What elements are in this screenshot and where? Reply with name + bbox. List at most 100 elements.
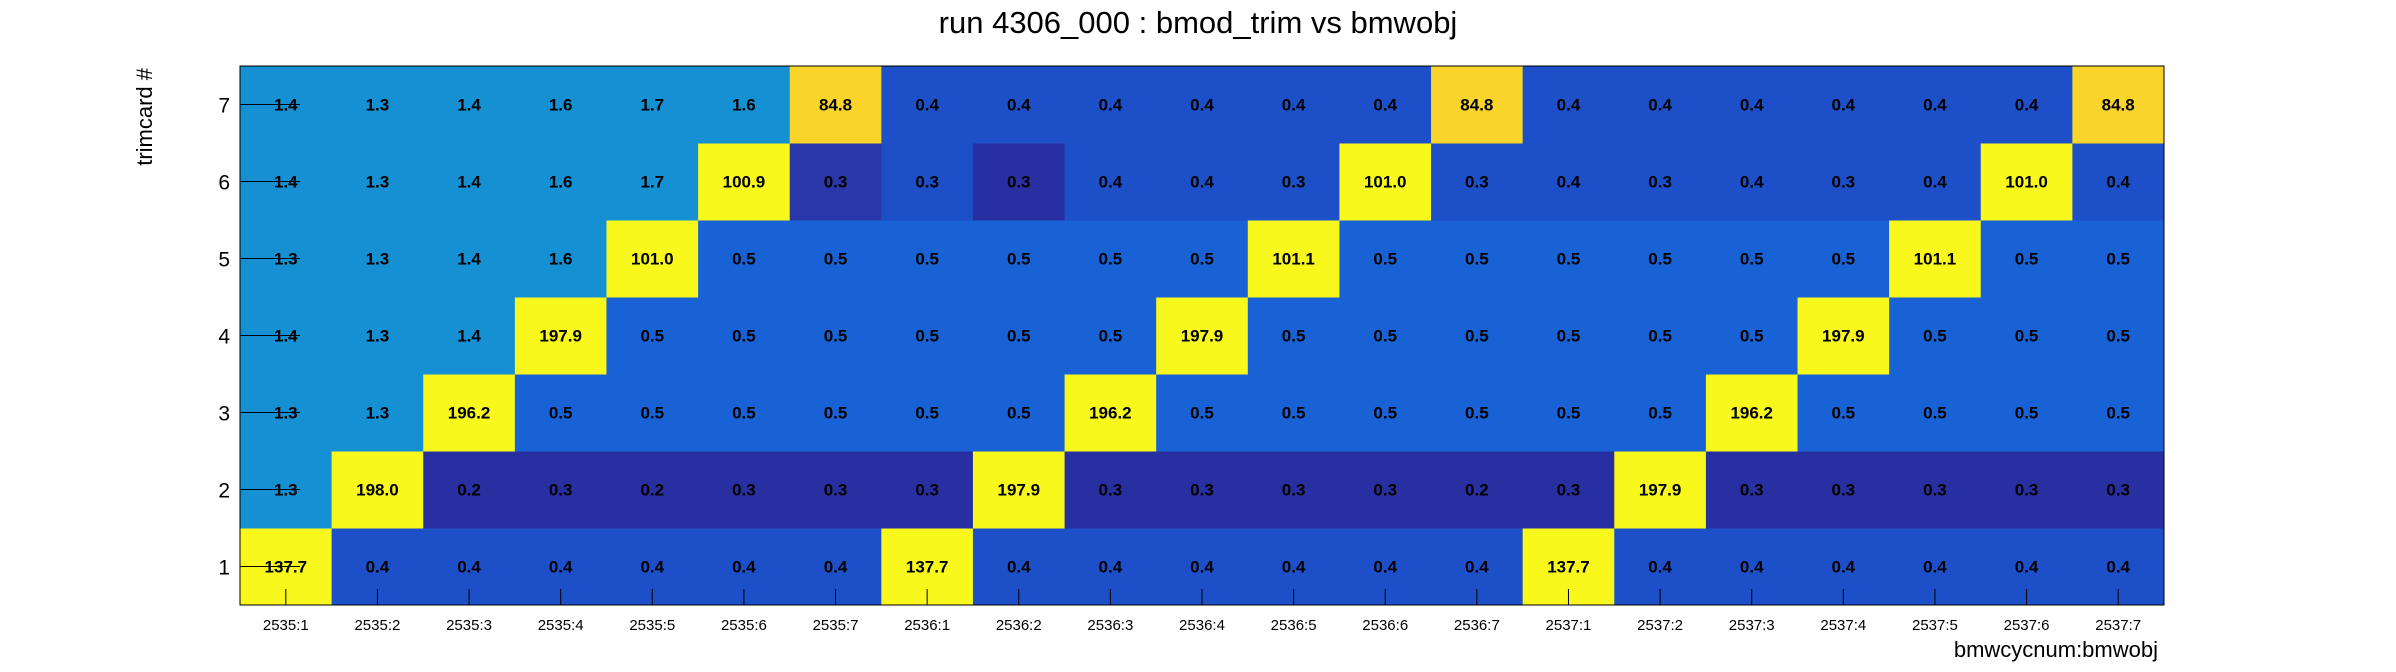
heatmap-cell — [1705, 220, 1799, 298]
heatmap-cell — [423, 143, 516, 221]
cell-value-label: 1.3 — [366, 96, 390, 115]
cell-value-label: 0.5 — [915, 404, 939, 423]
heatmap-cell — [606, 451, 699, 529]
cell-value-label: 197.9 — [997, 481, 1040, 500]
cell-value-label: 0.5 — [1007, 327, 1031, 346]
cell-value-label: 1.3 — [366, 327, 390, 346]
cell-value-label: 0.4 — [1832, 96, 1856, 115]
cell-value-label: 137.7 — [906, 558, 949, 577]
y-axis-title: trimcard # — [132, 67, 157, 166]
heatmap-cell — [698, 220, 791, 298]
cell-value-label: 0.5 — [1740, 250, 1764, 269]
x-tick-label: 2535:7 — [813, 617, 859, 634]
heatmap-cell — [1614, 451, 1707, 529]
y-tick-label: 5 — [218, 249, 230, 272]
cell-value-label: 100.9 — [723, 173, 766, 192]
x-tick-label: 2535:2 — [354, 617, 400, 634]
cell-value-label: 0.5 — [1007, 250, 1031, 269]
cell-value-label: 0.5 — [1923, 327, 1947, 346]
cell-value-label: 0.5 — [1557, 250, 1581, 269]
cell-value-label: 0.5 — [549, 404, 573, 423]
heatmap-cell — [1614, 66, 1707, 144]
cell-value-label: 0.5 — [1923, 404, 1947, 423]
heatmap-cell — [1889, 66, 1982, 144]
heatmap-cell — [1339, 374, 1432, 452]
cell-value-label: 0.5 — [2106, 404, 2130, 423]
cell-value-label: 0.4 — [1190, 558, 1214, 577]
heatmap-cell — [972, 451, 1066, 529]
x-tick-label: 2536:1 — [904, 617, 950, 634]
heatmap-cell — [1705, 297, 1799, 375]
cell-value-label: 0.5 — [824, 404, 848, 423]
heatmap-cell — [1431, 66, 1524, 144]
x-tick-label: 2537:3 — [1729, 617, 1775, 634]
x-axis-title: bmwcycnum:bmwobj — [1954, 637, 2158, 662]
heatmap-cell — [789, 297, 882, 375]
cell-value-label: 0.3 — [1190, 481, 1214, 500]
cell-value-label: 0.4 — [1465, 558, 1489, 577]
heatmap-cell — [1431, 451, 1524, 529]
heatmap-cell — [1064, 451, 1157, 529]
cell-value-label: 196.2 — [1730, 404, 1773, 423]
heatmap-cell — [2072, 297, 2165, 375]
heatmap-cell — [1156, 297, 1249, 375]
cell-value-label: 0.4 — [640, 558, 664, 577]
heatmap-cell — [1980, 143, 2073, 221]
heatmap-cell — [1980, 451, 2073, 529]
cell-value-label: 101.0 — [1364, 173, 1407, 192]
cell-value-label: 0.4 — [1923, 96, 1947, 115]
axis-ticks-layer: 2535:1 2535:2 2535:3 2535:4 2535:5 2535:6 2535… — [218, 95, 2141, 635]
cell-value-label: 0.4 — [549, 558, 573, 577]
heatmap-cell — [1522, 220, 1615, 298]
heatmap-cell — [881, 143, 974, 221]
heatmap-cell — [1522, 143, 1615, 221]
cell-value-label: 0.4 — [1923, 173, 1947, 192]
cell-value-label: 0.3 — [732, 481, 756, 500]
cell-value-label: 0.3 — [915, 481, 939, 500]
x-tick-label: 2537:7 — [2095, 617, 2141, 634]
cell-value-label: 101.0 — [631, 250, 674, 269]
heatmap-cell — [606, 297, 699, 375]
x-tick-label: 2537:5 — [1912, 617, 1958, 634]
heatmap-cell — [698, 143, 791, 221]
cell-value-label: 1.7 — [640, 96, 664, 115]
heatmap-cell — [1247, 374, 1340, 452]
cell-value-label: 0.5 — [1190, 404, 1214, 423]
cell-value-label: 0.4 — [1740, 96, 1764, 115]
cell-value-label: 0.3 — [1923, 481, 1947, 500]
heatmap-cell — [1431, 220, 1524, 298]
heatmap-cell — [331, 297, 424, 375]
cell-value-label: 0.5 — [732, 404, 756, 423]
cell-value-label: 0.4 — [915, 96, 939, 115]
cell-value-label: 0.5 — [1373, 327, 1397, 346]
cell-value-label: 0.4 — [1007, 96, 1031, 115]
heatmap-cell — [1889, 374, 1982, 452]
cell-value-label: 0.4 — [1373, 96, 1397, 115]
heatmap-cell — [1614, 297, 1707, 375]
heatmap-cell — [972, 143, 1066, 221]
heatmap-cell — [1064, 66, 1157, 144]
x-tick-label: 2536:7 — [1454, 617, 1500, 634]
heatmap-cell — [972, 297, 1066, 375]
x-tick-label: 2536:4 — [1179, 617, 1225, 634]
heatmap-cell — [1797, 297, 1890, 375]
cell-value-label: 0.4 — [2015, 558, 2039, 577]
heatmap-cell — [1614, 143, 1707, 221]
x-tick-label: 2536:5 — [1271, 617, 1317, 634]
cell-value-label: 0.3 — [824, 481, 848, 500]
cell-value-label: 0.5 — [1099, 250, 1123, 269]
cell-value-label: 0.4 — [1923, 558, 1947, 577]
heatmap-cell — [1156, 451, 1249, 529]
heatmap-cell — [1064, 143, 1157, 221]
cell-value-label: 0.3 — [1832, 481, 1856, 500]
heatmap-cell — [1339, 143, 1432, 221]
heatmap-cell — [1247, 220, 1340, 298]
cell-value-label: 84.8 — [2102, 96, 2135, 115]
cell-value-label: 0.5 — [1465, 327, 1489, 346]
y-tick-label: 1 — [218, 557, 230, 580]
cell-value-label: 0.4 — [2015, 96, 2039, 115]
heatmap-cell — [1522, 297, 1615, 375]
heatmap-cell — [423, 297, 516, 375]
cell-value-label: 0.3 — [1373, 481, 1397, 500]
heatmap-cell — [1705, 66, 1799, 144]
